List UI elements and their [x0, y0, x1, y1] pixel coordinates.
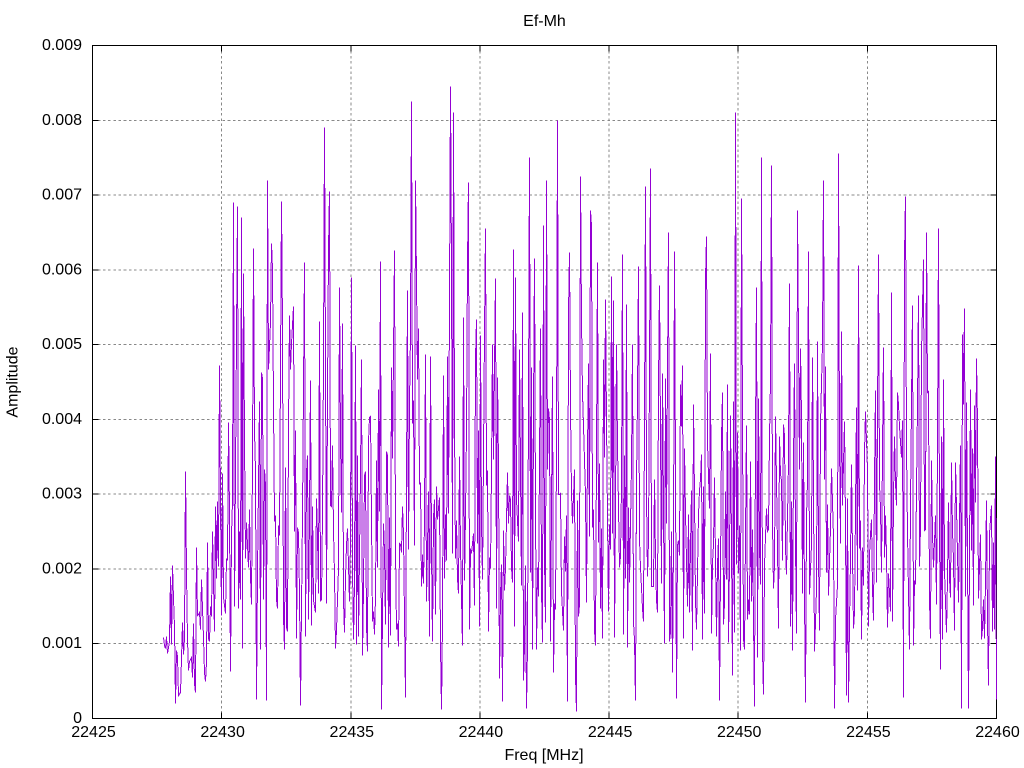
svg-text:22460: 22460: [975, 724, 1020, 741]
svg-text:22425: 22425: [71, 724, 116, 741]
svg-text:0: 0: [73, 710, 82, 727]
svg-text:Freq [MHz]: Freq [MHz]: [504, 747, 583, 764]
svg-text:22445: 22445: [588, 724, 633, 741]
svg-text:0.002: 0.002: [42, 560, 82, 577]
svg-text:Ef-Mh: Ef-Mh: [523, 13, 566, 30]
svg-text:0.007: 0.007: [42, 187, 82, 204]
svg-text:0.003: 0.003: [42, 486, 82, 503]
svg-text:0.005: 0.005: [42, 336, 82, 353]
svg-text:0.009: 0.009: [42, 37, 82, 54]
svg-text:0.001: 0.001: [42, 635, 82, 652]
svg-text:22455: 22455: [846, 724, 891, 741]
svg-text:Amplitude: Amplitude: [5, 346, 22, 417]
svg-text:22450: 22450: [717, 724, 762, 741]
svg-text:22435: 22435: [330, 724, 375, 741]
svg-text:0.008: 0.008: [42, 112, 82, 129]
svg-text:22430: 22430: [200, 724, 245, 741]
svg-text:0.006: 0.006: [42, 261, 82, 278]
svg-text:22440: 22440: [459, 724, 504, 741]
svg-text:0.004: 0.004: [42, 411, 82, 428]
